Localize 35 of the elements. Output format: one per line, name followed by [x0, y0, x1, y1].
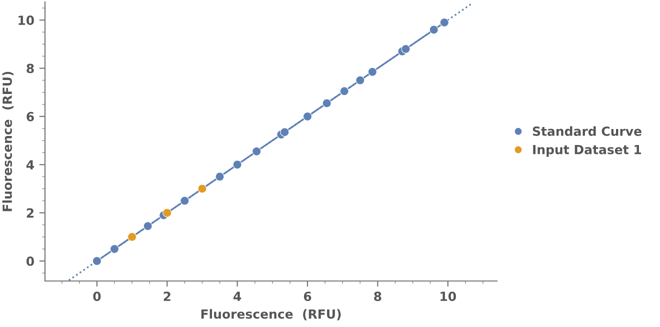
- point: [92, 256, 102, 266]
- y-tick-label: 0: [26, 256, 34, 266]
- y-tick-label: 8: [26, 64, 34, 74]
- point: [368, 67, 377, 76]
- point: [162, 208, 172, 218]
- x-tick-label: 2: [164, 292, 170, 301]
- point: [340, 86, 349, 96]
- point: [252, 146, 262, 156]
- point: [429, 25, 438, 34]
- x-tick-label: 8: [374, 292, 382, 302]
- point: [143, 222, 152, 231]
- point: [440, 18, 449, 28]
- x-axis-title: Fluorescence (RFU): [201, 309, 341, 320]
- y-tick-label: 6: [26, 112, 34, 122]
- x-tick-label: 0: [93, 292, 101, 302]
- legend-label: Input Dataset 1: [533, 145, 642, 157]
- point: [232, 160, 242, 170]
- legend-label: Standard Curve: [532, 126, 642, 136]
- y-tick-label: 2: [26, 208, 34, 218]
- x-tick-label: 6: [304, 292, 312, 302]
- point: [302, 112, 312, 122]
- point: [127, 232, 137, 242]
- point: [198, 184, 207, 194]
- x-tick-label: 10: [440, 292, 456, 302]
- point: [110, 244, 120, 254]
- y-tick-label: 4: [26, 160, 34, 170]
- point: [280, 128, 290, 137]
- point: [356, 76, 365, 85]
- point: [180, 196, 190, 206]
- point: [215, 172, 224, 182]
- y-tick-label: 10: [18, 16, 34, 25]
- point: [322, 98, 332, 108]
- point: [401, 44, 410, 54]
- x-tick-label: 4: [234, 292, 242, 301]
- y-axis-title: Fluorescence (RFU): [2, 72, 14, 212]
